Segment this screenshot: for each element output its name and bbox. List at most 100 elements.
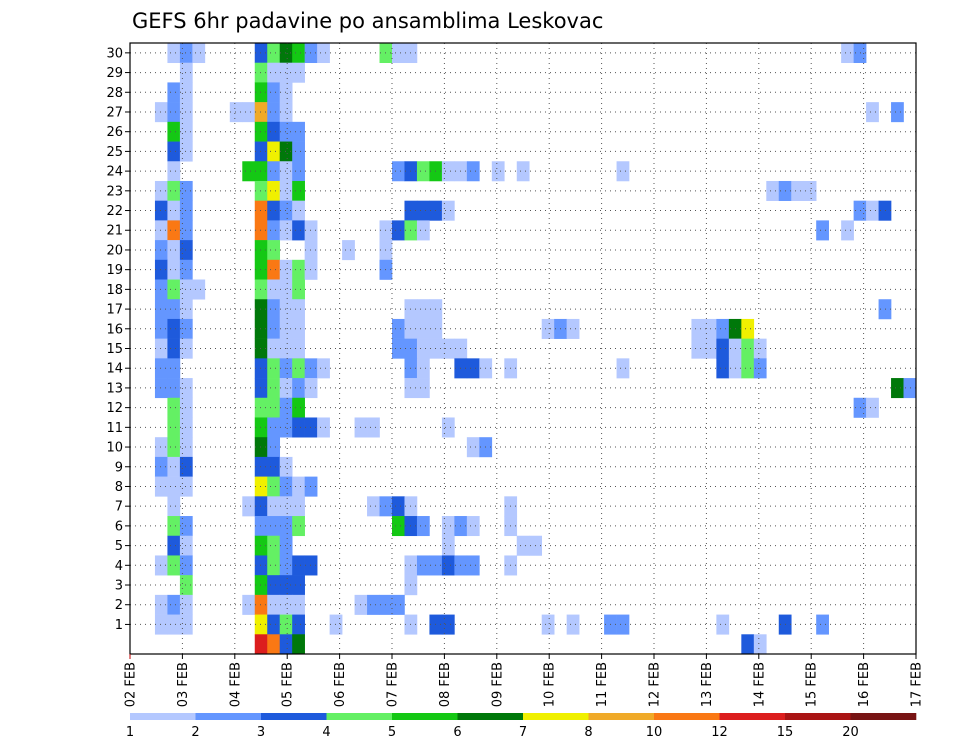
heatmap-cell (367, 496, 380, 517)
heatmap-cell (279, 476, 293, 497)
heatmap-cell (167, 299, 181, 320)
heatmap-cell (279, 575, 293, 596)
heatmap-cell (416, 200, 430, 221)
heatmap-cell (167, 318, 181, 339)
colorbar-segment (785, 713, 851, 720)
heatmap-cell (254, 378, 268, 399)
heatmap-cell (566, 614, 580, 635)
heatmap-cell (816, 220, 829, 241)
heatmap-cell (267, 555, 281, 576)
heatmap-cell (167, 220, 181, 241)
heatmap-cell (267, 417, 281, 438)
heatmap-cell (254, 161, 268, 182)
heatmap-cell (254, 417, 268, 438)
heatmap-cell (242, 594, 256, 615)
heatmap-cell (267, 82, 281, 103)
heatmap-cell (416, 338, 430, 359)
heatmap-cell (741, 358, 755, 379)
heatmap-cell (691, 338, 705, 359)
heatmap-cell (416, 555, 430, 576)
x-tick-label: 02 FEB (124, 662, 139, 707)
heatmap-cell (167, 555, 181, 576)
colorbar-segment (588, 713, 655, 720)
heatmap-cell (192, 43, 206, 64)
heatmap-cell (179, 102, 193, 123)
heatmap-cell (841, 220, 854, 241)
heatmap-cell (167, 121, 181, 142)
heatmap-cell (167, 594, 181, 615)
heatmap-cells (154, 43, 917, 655)
heatmap-cell (304, 240, 318, 261)
x-tick-label: 03 FEB (176, 662, 191, 707)
heatmap-cell (267, 240, 281, 261)
heatmap-cell (154, 594, 168, 615)
colorbar-label: 1 (126, 725, 134, 740)
y-tick-label: 27 (106, 105, 123, 120)
heatmap-cell (441, 200, 455, 221)
heatmap-cell (167, 43, 181, 64)
heatmap-cell (292, 516, 305, 537)
colorbar-label: 10 (646, 725, 663, 740)
heatmap-cell (192, 279, 206, 300)
heatmap-cell (491, 161, 505, 182)
heatmap-cell (416, 299, 430, 320)
heatmap-cell (179, 378, 193, 399)
heatmap-cell (167, 496, 181, 517)
heatmap-cell (367, 594, 380, 615)
x-tick-label: 12 FEB (648, 662, 663, 707)
heatmap-cell (441, 338, 455, 359)
heatmap-cell (329, 614, 343, 635)
heatmap-cell (254, 516, 268, 537)
heatmap-cell (741, 338, 755, 359)
heatmap-cell (841, 43, 854, 64)
heatmap-cell (292, 121, 305, 142)
heatmap-cell (179, 259, 193, 280)
heatmap-cell (416, 220, 430, 241)
y-tick-label: 28 (106, 86, 123, 101)
heatmap-cell (342, 240, 355, 261)
heatmap-cell (167, 279, 181, 300)
heatmap-cell (304, 417, 318, 438)
x-tick-label: 16 FEB (857, 662, 872, 707)
colorbar-segment (719, 713, 786, 720)
heatmap-cell (441, 555, 455, 576)
heatmap-cell (254, 555, 268, 576)
heatmap-cell (292, 594, 305, 615)
y-tick-label: 7 (115, 500, 123, 515)
heatmap-cell (179, 516, 193, 537)
x-tick-label: 09 FEB (490, 662, 505, 707)
heatmap-cell (267, 575, 281, 596)
y-tick-label: 11 (106, 421, 123, 436)
heatmap-cell (292, 555, 305, 576)
x-tick-label: 06 FEB (333, 662, 348, 707)
heatmap-cell (254, 299, 268, 320)
heatmap-cell (154, 180, 168, 201)
heatmap-cell (254, 82, 268, 103)
heatmap-cell (267, 200, 281, 221)
heatmap-cell (267, 594, 281, 615)
heatmap-cell (267, 180, 281, 201)
heatmap-cell (167, 358, 181, 379)
y-tick-label: 30 (106, 46, 123, 61)
heatmap-cell (292, 358, 305, 379)
y-tick-label: 5 (115, 539, 123, 554)
plot-frame (129, 42, 917, 655)
heatmap-cell (179, 82, 193, 103)
heatmap-cell (891, 378, 904, 399)
x-tick-label: 04 FEB (228, 662, 243, 707)
y-tick-label: 14 (106, 362, 123, 377)
heatmap-cell (179, 121, 193, 142)
heatmap-cell (267, 516, 281, 537)
heatmap-cell (179, 141, 193, 162)
heatmap-cell (279, 594, 293, 615)
heatmap-cell (167, 437, 181, 458)
heatmap-cell (267, 378, 281, 399)
y-tick-label: 13 (106, 381, 123, 396)
heatmap-cell (466, 516, 480, 537)
heatmap-cell (267, 634, 281, 655)
heatmap-cell (279, 102, 293, 123)
heatmap-cell (304, 43, 318, 64)
heatmap-cell (616, 161, 630, 182)
heatmap-cell (267, 299, 281, 320)
heatmap-cell (267, 161, 281, 182)
